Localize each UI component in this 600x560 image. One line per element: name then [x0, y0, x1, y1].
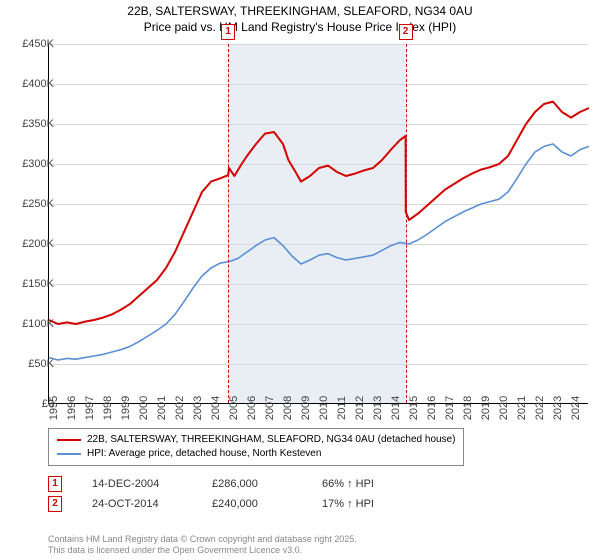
series-property — [49, 102, 589, 324]
sale-delta: 17% ↑ HPI — [322, 498, 374, 510]
sale-row: 1 14-DEC-2004 £286,000 66% ↑ HPI — [48, 476, 588, 492]
sales-list: 1 14-DEC-2004 £286,000 66% ↑ HPI 2 24-OCT-201… — [48, 476, 588, 512]
xtick-label: 2005 — [228, 396, 240, 420]
xtick-label: 2006 — [246, 396, 258, 420]
marker-line — [228, 44, 229, 403]
marker-box: 2 — [399, 24, 413, 40]
legend-label: 22B, SALTERSWAY, THREEKINGHAM, SLEAFORD,… — [87, 433, 455, 447]
xtick-label: 1995 — [48, 396, 60, 420]
marker-box: 1 — [221, 24, 235, 40]
xtick-label: 2014 — [390, 396, 402, 420]
legend-swatch — [57, 439, 81, 441]
footer-line2: This data is licensed under the Open Gov… — [48, 545, 357, 556]
xtick-label: 2019 — [480, 396, 492, 420]
ytick-label: £450K — [22, 38, 54, 50]
legend-row: 22B, SALTERSWAY, THREEKINGHAM, SLEAFORD,… — [57, 433, 455, 447]
legend-box: 22B, SALTERSWAY, THREEKINGHAM, SLEAFORD,… — [48, 428, 464, 466]
xtick-label: 2007 — [264, 396, 276, 420]
series-hpi — [49, 144, 589, 360]
xtick-label: 2008 — [282, 396, 294, 420]
xtick-label: 2015 — [408, 396, 420, 420]
footer: Contains HM Land Registry data © Crown c… — [48, 534, 357, 556]
sale-date: 14-DEC-2004 — [92, 478, 182, 490]
ytick-label: £250K — [22, 198, 54, 210]
sale-delta: 66% ↑ HPI — [322, 478, 374, 490]
sale-marker: 2 — [48, 496, 62, 512]
xtick-label: 2002 — [174, 396, 186, 420]
chart-svg — [49, 44, 588, 403]
ytick-label: £400K — [22, 78, 54, 90]
xtick-label: 2012 — [354, 396, 366, 420]
xtick-label: 2003 — [192, 396, 204, 420]
legend-label: HPI: Average price, detached house, Nort… — [87, 447, 321, 461]
ytick-label: £300K — [22, 158, 54, 170]
xtick-label: 2017 — [444, 396, 456, 420]
ytick-label: £50K — [28, 358, 54, 370]
xtick-label: 2023 — [552, 396, 564, 420]
xtick-label: 2020 — [498, 396, 510, 420]
ytick-label: £150K — [22, 278, 54, 290]
title-address: 22B, SALTERSWAY, THREEKINGHAM, SLEAFORD,… — [0, 4, 600, 20]
title-subtitle: Price paid vs. HM Land Registry's House … — [0, 20, 600, 36]
xtick-label: 2021 — [516, 396, 528, 420]
xtick-label: 2024 — [570, 396, 582, 420]
title-block: 22B, SALTERSWAY, THREEKINGHAM, SLEAFORD,… — [0, 0, 600, 37]
legend-swatch — [57, 453, 81, 455]
legend-row: HPI: Average price, detached house, Nort… — [57, 447, 455, 461]
xtick-label: 1999 — [120, 396, 132, 420]
xtick-label: 2004 — [210, 396, 222, 420]
sale-marker: 1 — [48, 476, 62, 492]
sale-price: £240,000 — [212, 498, 292, 510]
marker-line — [406, 44, 407, 403]
xtick-label: 1996 — [66, 396, 78, 420]
xtick-label: 2000 — [138, 396, 150, 420]
ytick-label: £100K — [22, 318, 54, 330]
sale-date: 24-OCT-2014 — [92, 498, 182, 510]
xtick-label: 2001 — [156, 396, 168, 420]
xtick-label: 2011 — [336, 396, 348, 420]
sale-row: 2 24-OCT-2014 £240,000 17% ↑ HPI — [48, 496, 588, 512]
xtick-label: 2016 — [426, 396, 438, 420]
legend-area: 22B, SALTERSWAY, THREEKINGHAM, SLEAFORD,… — [48, 428, 588, 516]
xtick-label: 1998 — [102, 396, 114, 420]
footer-line1: Contains HM Land Registry data © Crown c… — [48, 534, 357, 545]
ytick-label: £200K — [22, 238, 54, 250]
ytick-label: £350K — [22, 118, 54, 130]
xtick-label: 2010 — [318, 396, 330, 420]
xtick-label: 2013 — [372, 396, 384, 420]
plot-area: 12 — [48, 44, 588, 404]
xtick-label: 2022 — [534, 396, 546, 420]
xtick-label: 2009 — [300, 396, 312, 420]
xtick-label: 2018 — [462, 396, 474, 420]
xtick-label: 1997 — [84, 396, 96, 420]
chart-container: 22B, SALTERSWAY, THREEKINGHAM, SLEAFORD,… — [0, 0, 600, 560]
sale-price: £286,000 — [212, 478, 292, 490]
